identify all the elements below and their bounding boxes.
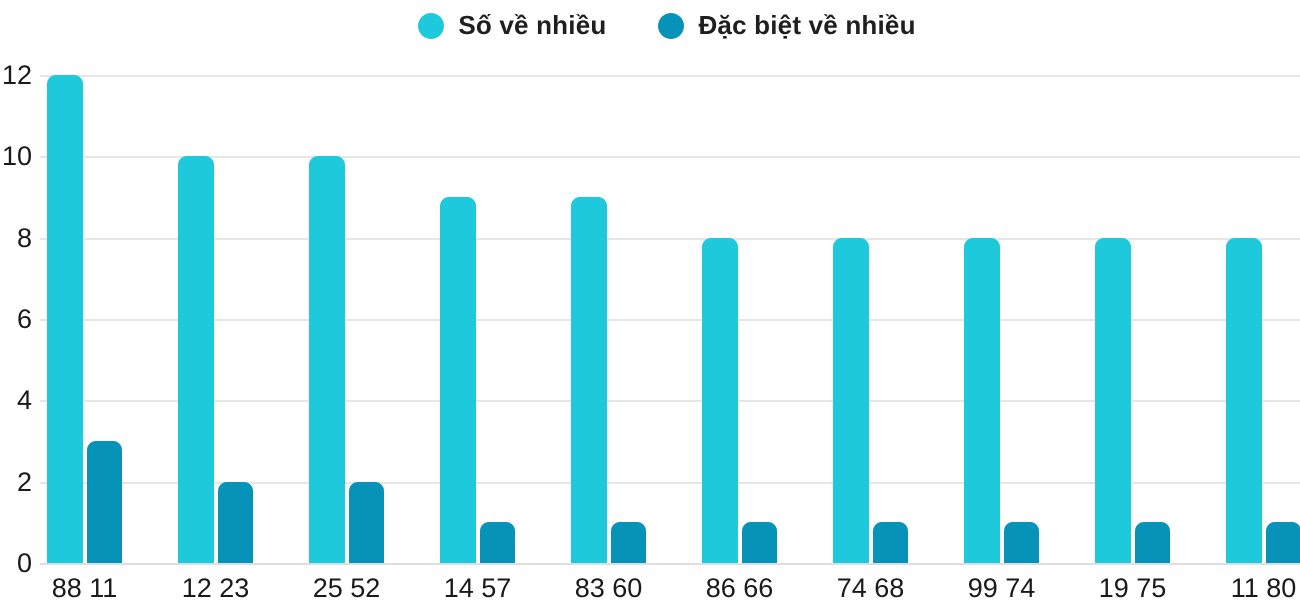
y-axis-tick-label: 8 — [16, 222, 32, 253]
bar-so-ve-nhieu[interactable] — [1226, 237, 1262, 563]
bar-dac-biet-ve-nhieu[interactable] — [1266, 522, 1300, 563]
gridline-y-6 — [40, 319, 1300, 321]
legend-swatch-cyan-icon — [418, 12, 445, 39]
y-axis-tick-label: 4 — [16, 385, 32, 416]
y-axis-tick-label: 2 — [16, 466, 32, 497]
y-axis-tick-label: 12 — [1, 60, 32, 90]
legend-label: Số về nhiều — [458, 10, 607, 40]
bar-dac-biet-ve-nhieu[interactable] — [349, 481, 384, 563]
gridline-y-0 — [40, 563, 1300, 565]
bar-so-ve-nhieu[interactable] — [571, 197, 607, 563]
bar-dac-biet-ve-nhieu[interactable] — [742, 522, 777, 563]
bar-dac-biet-ve-nhieu[interactable] — [480, 522, 515, 563]
bar-dac-biet-ve-nhieu[interactable] — [873, 522, 908, 563]
bar-so-ve-nhieu[interactable] — [309, 156, 345, 563]
bar-so-ve-nhieu[interactable] — [47, 75, 83, 563]
x-category-label: 83 60 — [574, 573, 643, 600]
bar-so-ve-nhieu[interactable] — [1095, 237, 1131, 563]
x-category-label: 99 74 — [967, 573, 1036, 600]
x-category-label: 11 80 — [1230, 573, 1297, 600]
bar-so-ve-nhieu[interactable] — [178, 156, 214, 563]
y-axis-tick-label: 6 — [16, 304, 32, 334]
legend-item-so-ve-nhieu[interactable]: Số về nhiều — [418, 10, 606, 41]
gridline-y-4 — [40, 400, 1300, 403]
gridline-y-2 — [40, 481, 1300, 484]
bar-so-ve-nhieu[interactable] — [702, 237, 738, 563]
x-category-label: 19 75 — [1098, 573, 1167, 600]
x-category-label: 74 68 — [836, 573, 905, 600]
x-category-label: 86 66 — [705, 573, 774, 600]
x-category-label: 25 52 — [312, 573, 381, 600]
bar-so-ve-nhieu[interactable] — [833, 237, 869, 563]
bar-dac-biet-ve-nhieu[interactable] — [611, 522, 646, 563]
chart-legend: Số về nhiều Đặc biệt về nhiều — [17, 10, 1300, 41]
bar-dac-biet-ve-nhieu[interactable] — [1004, 522, 1039, 563]
x-category-label: 14 57 — [443, 573, 512, 600]
y-axis-tick-label: 0 — [16, 548, 32, 578]
bar-dac-biet-ve-nhieu[interactable] — [1135, 522, 1170, 563]
gridline-y-10 — [40, 156, 1300, 159]
legend-label: Đặc biệt về nhiều — [698, 10, 916, 40]
x-category-label: 12 23 — [181, 573, 250, 600]
legend-item-dac-biet-ve-nhieu[interactable]: Đặc biệt về nhiều — [658, 10, 915, 41]
y-axis-tick-label: 10 — [1, 141, 32, 172]
bar-dac-biet-ve-nhieu[interactable] — [87, 441, 122, 563]
bar-so-ve-nhieu[interactable] — [440, 197, 476, 563]
bar-so-ve-nhieu[interactable] — [964, 237, 1000, 563]
gridline-y-12 — [40, 75, 1300, 77]
bar-dac-biet-ve-nhieu[interactable] — [218, 481, 253, 563]
legend-swatch-teal-icon — [658, 12, 685, 39]
gridline-y-8 — [40, 237, 1300, 240]
x-category-label: 88 11 — [51, 573, 118, 600]
